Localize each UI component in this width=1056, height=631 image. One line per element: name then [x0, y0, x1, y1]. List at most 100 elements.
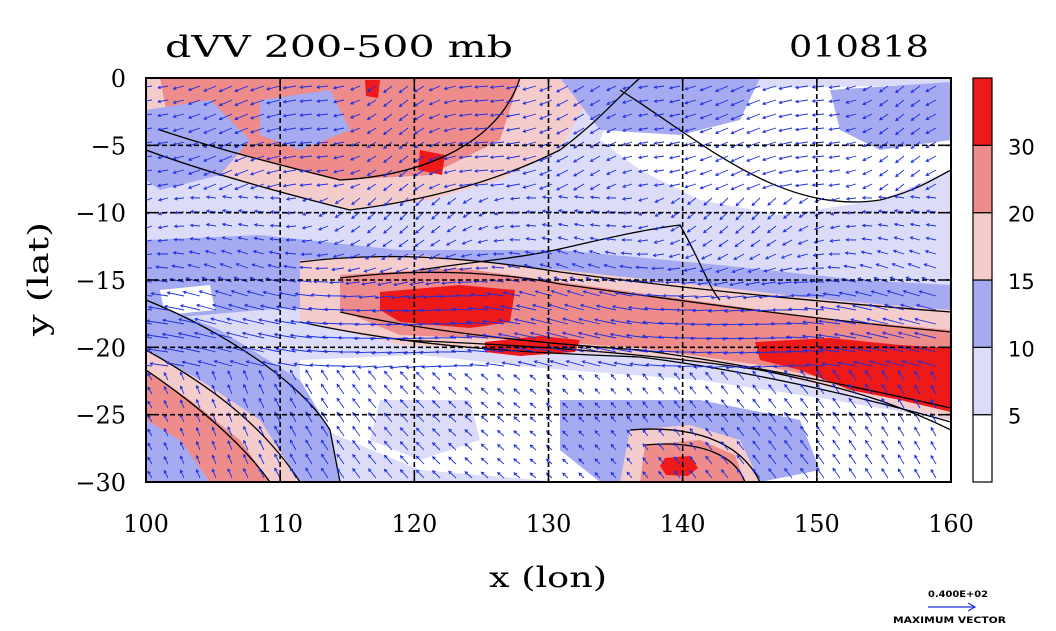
wind-vector	[606, 113, 617, 119]
wind-vector	[768, 384, 777, 395]
wind-vector	[518, 361, 537, 367]
wind-vector	[542, 210, 553, 213]
wind-vector-head	[848, 439, 853, 444]
wind-vector	[542, 224, 553, 227]
wind-vector-head	[720, 441, 725, 445]
wind-vector-head	[848, 369, 853, 374]
wind-vector	[783, 197, 793, 205]
wind-vector	[399, 155, 409, 163]
wind-vector-head	[381, 256, 386, 260]
wind-vector	[782, 239, 793, 246]
wind-vector	[203, 113, 217, 120]
wind-vector-head	[878, 186, 883, 191]
wind-vector-head	[432, 470, 436, 474]
wind-vector-head	[862, 101, 867, 106]
wind-vector-head	[794, 127, 799, 132]
wind-vector	[413, 253, 425, 260]
wind-vector-head	[505, 100, 510, 104]
wind-vector-head	[266, 114, 271, 119]
wind-vector-head	[845, 100, 850, 104]
wind-vector-head	[369, 336, 374, 341]
wind-vector	[336, 370, 345, 381]
wind-vector-head	[494, 197, 498, 202]
wind-vector	[243, 454, 249, 465]
wind-vector-head	[794, 141, 799, 146]
southwest-blue-strip	[146, 420, 210, 482]
wind-vector	[930, 455, 937, 465]
wind-vector	[263, 291, 281, 297]
wind-vector	[178, 332, 201, 339]
wind-vector-head	[876, 249, 881, 254]
wind-vector	[399, 113, 409, 121]
wind-vector-head	[689, 441, 694, 446]
wind-vector-head	[316, 113, 321, 117]
wind-vector	[237, 250, 249, 255]
wind-vector-head	[829, 225, 834, 230]
wind-vector	[586, 277, 601, 283]
wind-vector-head	[881, 425, 885, 430]
wind-vector	[871, 290, 889, 297]
wind-vector	[490, 141, 505, 144]
wind-vector	[762, 127, 777, 133]
wind-vector	[302, 239, 313, 242]
wind-vector	[762, 85, 777, 91]
wind-vector-head	[417, 336, 422, 341]
wind-vector	[674, 372, 681, 381]
wind-vector-head	[305, 439, 309, 444]
wind-vector	[158, 99, 169, 103]
wind-vector-head	[443, 268, 448, 272]
wind-vector	[190, 238, 201, 241]
wind-vector	[578, 472, 585, 479]
colorbar-segment	[972, 414, 993, 483]
wind-vector	[674, 456, 681, 465]
wind-vector	[598, 361, 617, 367]
wind-vector-head	[352, 369, 356, 374]
wind-vector-head	[291, 305, 296, 310]
wind-vector	[190, 224, 201, 227]
wind-vector-head	[819, 305, 824, 310]
wind-vector	[606, 141, 617, 147]
wind-vector	[506, 113, 521, 117]
wind-vector	[477, 253, 489, 256]
wind-vector	[846, 183, 857, 188]
wind-vector-head	[474, 85, 478, 89]
wind-vector-head	[289, 369, 294, 374]
wind-vector-head	[782, 228, 787, 233]
wind-vector-head	[458, 85, 463, 90]
wind-vector	[894, 210, 905, 213]
wind-vector	[669, 253, 681, 258]
wind-vector	[474, 141, 489, 144]
wind-vector-head	[474, 183, 478, 187]
wind-vector-head	[556, 131, 560, 135]
wind-vector	[918, 360, 937, 367]
wind-vector	[266, 169, 281, 174]
wind-vector	[930, 399, 937, 409]
wind-vector-head	[320, 453, 325, 458]
wind-vector	[622, 197, 633, 200]
wind-vector-head	[642, 429, 646, 433]
wind-vector-head	[155, 265, 159, 269]
wind-vector	[924, 263, 937, 269]
wind-vector-head	[684, 255, 689, 259]
wind-vector-head	[714, 186, 719, 190]
wind-vector	[513, 416, 521, 423]
wind-vector	[382, 239, 393, 247]
wind-vector-head	[721, 323, 726, 327]
wind-vector	[146, 197, 153, 202]
wind-vector	[610, 374, 617, 381]
wind-vector	[846, 169, 857, 174]
wind-vector-head	[242, 317, 247, 322]
wind-vector-head	[489, 85, 494, 89]
wind-vector-head	[179, 371, 184, 376]
wind-vector-head	[299, 99, 304, 103]
wind-vector-head	[227, 398, 231, 403]
wind-vector-head	[725, 365, 730, 370]
wind-vector-head	[513, 458, 518, 462]
wind-vector-head	[525, 237, 530, 241]
wind-vector	[832, 398, 841, 409]
wind-vector-head	[349, 171, 354, 175]
wind-vector	[894, 196, 905, 199]
wind-vector-head	[157, 113, 162, 118]
wind-vector	[163, 400, 169, 409]
wind-vector	[626, 401, 633, 409]
